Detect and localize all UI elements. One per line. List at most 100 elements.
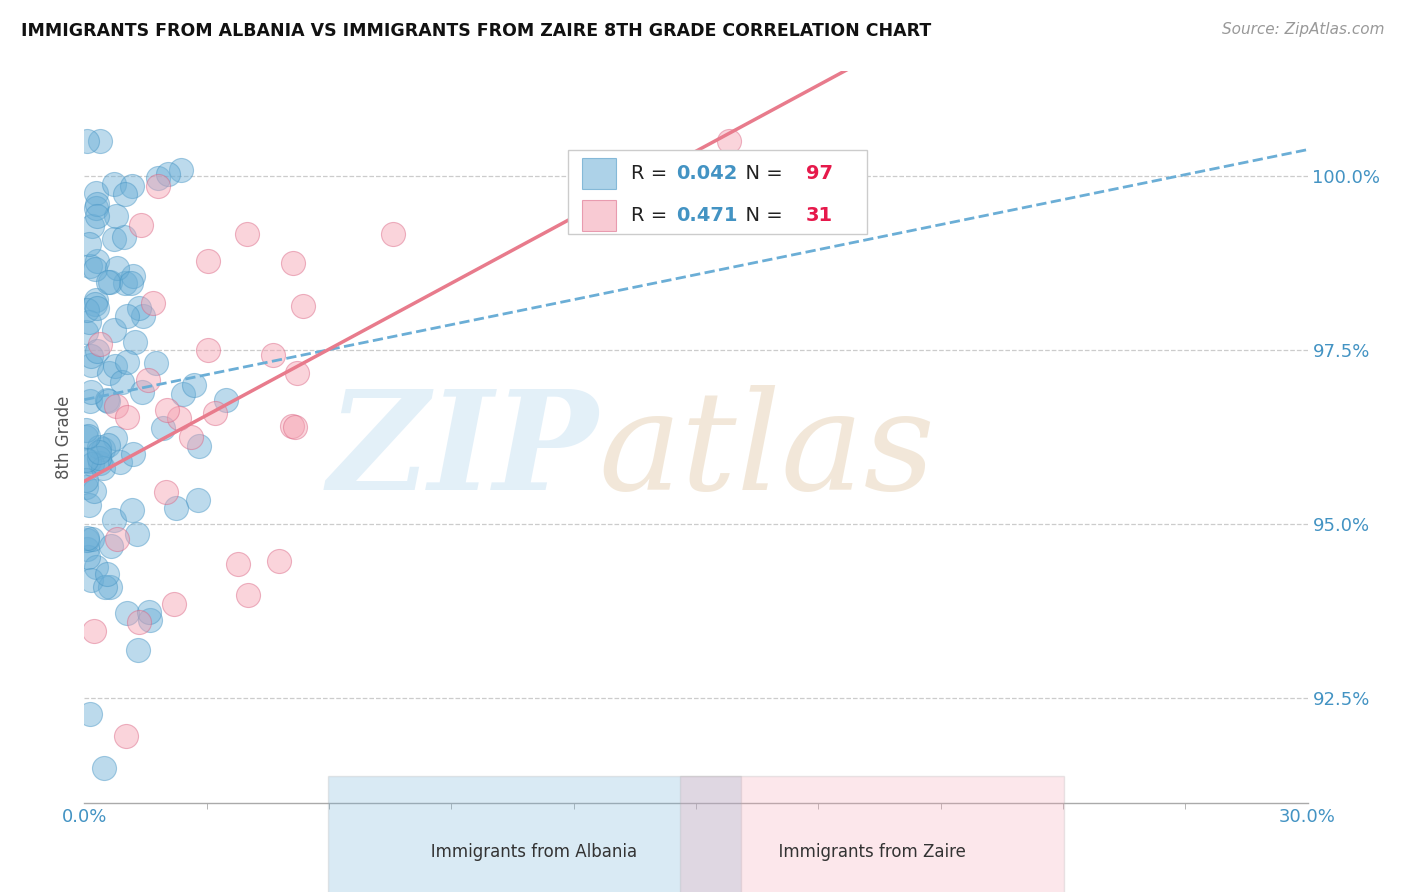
Point <box>107 261 129 276</box>
Point <box>79 315 101 329</box>
Point <box>152 421 174 435</box>
Point <box>115 354 138 368</box>
Point <box>139 613 162 627</box>
Point <box>197 253 219 268</box>
Point <box>128 615 150 629</box>
Point <box>80 358 103 372</box>
Point <box>104 431 127 445</box>
Point <box>75 452 97 467</box>
Point <box>120 276 142 290</box>
Point <box>108 455 131 469</box>
Point <box>77 236 100 251</box>
Text: Immigrants from Zaire: Immigrants from Zaire <box>747 843 997 861</box>
Text: Source: ZipAtlas.com: Source: ZipAtlas.com <box>1222 22 1385 37</box>
Point <box>163 597 186 611</box>
Point <box>285 366 308 380</box>
Text: 31: 31 <box>806 206 834 225</box>
Text: ZIP: ZIP <box>328 384 598 519</box>
Point <box>103 323 125 337</box>
Point <box>84 296 107 310</box>
Text: 0.471: 0.471 <box>676 206 738 225</box>
Point <box>80 533 103 547</box>
Point <box>117 607 139 621</box>
Point <box>86 196 108 211</box>
Point <box>75 325 97 339</box>
Point <box>121 503 143 517</box>
Point <box>105 209 128 223</box>
Point <box>86 343 108 358</box>
Point <box>103 232 125 246</box>
Point <box>97 437 120 451</box>
Point <box>115 309 138 323</box>
Point <box>204 406 226 420</box>
Point <box>114 186 136 201</box>
Point <box>93 761 115 775</box>
Point <box>100 539 122 553</box>
FancyBboxPatch shape <box>582 158 616 188</box>
Point <box>131 384 153 399</box>
Point <box>89 456 111 470</box>
Point <box>76 533 98 547</box>
Text: N =: N = <box>733 163 789 183</box>
FancyBboxPatch shape <box>582 200 616 231</box>
Point <box>180 430 202 444</box>
Point <box>75 430 97 444</box>
Point <box>172 386 194 401</box>
Point <box>284 420 307 434</box>
Point <box>131 309 153 323</box>
Point <box>215 392 238 407</box>
Point <box>197 343 219 357</box>
Point <box>105 532 128 546</box>
Point <box>97 394 120 409</box>
Point <box>104 400 127 414</box>
Text: Immigrants from Albania: Immigrants from Albania <box>394 843 675 861</box>
Point <box>103 513 125 527</box>
Point <box>82 219 104 234</box>
Point <box>103 177 125 191</box>
Text: 97: 97 <box>806 163 834 183</box>
Text: atlas: atlas <box>598 384 935 519</box>
Point <box>83 624 105 639</box>
Point <box>79 394 101 409</box>
Point <box>97 275 120 289</box>
Point <box>717 134 740 148</box>
Point <box>187 492 209 507</box>
Point <box>267 553 290 567</box>
Point <box>77 453 100 467</box>
Point <box>111 375 134 389</box>
Point <box>96 566 118 581</box>
Point <box>80 384 103 399</box>
Point <box>114 276 136 290</box>
Point <box>75 480 97 494</box>
Point <box>136 373 159 387</box>
FancyBboxPatch shape <box>568 150 868 234</box>
Point <box>77 429 100 443</box>
Point <box>115 410 138 425</box>
Text: R =: R = <box>631 206 673 225</box>
Point <box>97 366 120 380</box>
Point <box>96 392 118 407</box>
Y-axis label: 8th Grade: 8th Grade <box>55 395 73 479</box>
Point <box>89 134 111 148</box>
Point <box>146 179 169 194</box>
Point <box>98 275 121 289</box>
Point <box>142 296 165 310</box>
Point <box>83 484 105 499</box>
Point <box>77 499 100 513</box>
Point <box>98 580 121 594</box>
Point <box>124 334 146 349</box>
Point <box>86 254 108 268</box>
Point <box>238 588 260 602</box>
Point <box>122 269 145 284</box>
Point <box>104 359 127 373</box>
Text: R =: R = <box>631 163 673 183</box>
Point <box>170 162 193 177</box>
Point <box>83 262 105 277</box>
Point <box>115 729 138 743</box>
Point <box>91 442 114 456</box>
Point <box>127 527 149 541</box>
Text: N =: N = <box>733 206 789 225</box>
Point <box>80 573 103 587</box>
Point <box>80 458 103 472</box>
Point <box>165 501 187 516</box>
